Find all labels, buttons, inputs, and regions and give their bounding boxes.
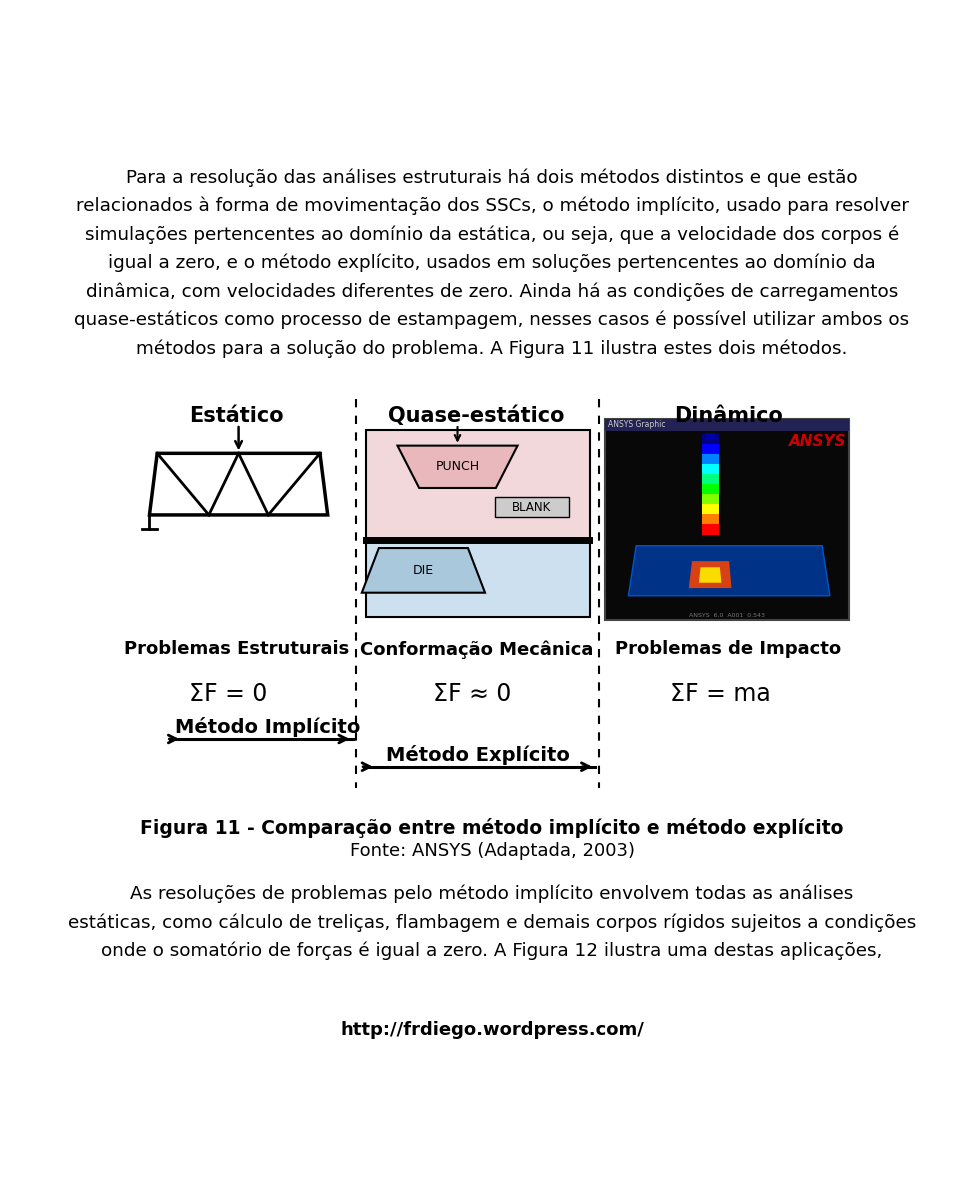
Bar	[702, 454, 719, 465]
Text: onde o somatório de forças é igual a zero. A Figura 12 ilustra uma destas aplica: onde o somatório de forças é igual a zer…	[102, 942, 882, 960]
Text: Método Explícito: Método Explícito	[386, 745, 570, 765]
Text: estáticas, como cálculo de treliças, flambagem e demais corpos rígidos sujeitos : estáticas, como cálculo de treliças, fla…	[68, 913, 916, 931]
Polygon shape	[689, 561, 732, 588]
Text: métodos para a solução do problema. A Figura 11 ilustra estes dois métodos.: métodos para a solução do problema. A Fi…	[136, 340, 848, 358]
Bar	[367, 430, 590, 539]
Text: Para a resolução das análises estruturais há dois métodos distintos e que estão: Para a resolução das análises estruturai…	[126, 169, 858, 187]
Bar	[702, 474, 719, 485]
Bar	[702, 525, 719, 534]
Text: Dinâmico: Dinâmico	[674, 406, 782, 426]
Text: ANSYS: ANSYS	[789, 434, 846, 449]
Text: http://frdiego.wordpress.com/: http://frdiego.wordpress.com/	[340, 1021, 644, 1039]
Polygon shape	[397, 446, 517, 488]
Bar	[495, 498, 568, 518]
Text: ΣF ≈ 0: ΣF ≈ 0	[433, 681, 512, 706]
Text: ANSYS  6.0  A001  0.543: ANSYS 6.0 A001 0.543	[689, 613, 765, 618]
Text: Figura 11 - Comparação entre método implícito e método explícito: Figura 11 - Comparação entre método impl…	[140, 817, 844, 837]
Text: ANSYS Graphic: ANSYS Graphic	[609, 421, 665, 429]
Bar	[702, 514, 719, 525]
Text: Estático: Estático	[189, 406, 283, 426]
Polygon shape	[699, 567, 721, 582]
Bar	[702, 505, 719, 514]
Text: Problemas de Impacto: Problemas de Impacto	[615, 640, 841, 658]
Text: ΣF = 0: ΣF = 0	[189, 681, 268, 706]
Text: As resoluções de problemas pelo método implícito envolvem todas as análises: As resoluções de problemas pelo método i…	[131, 884, 853, 903]
Bar	[702, 434, 719, 444]
Bar	[702, 465, 719, 474]
Text: ΣF = ma: ΣF = ma	[670, 681, 771, 706]
Text: Problemas Estruturais: Problemas Estruturais	[124, 640, 348, 658]
Text: Quase-estático: Quase-estático	[388, 406, 564, 426]
Text: quase-estáticos como processo de estampagem, nesses casos é possível utilizar am: quase-estáticos como processo de estampa…	[75, 311, 909, 329]
Text: igual a zero, e o método explícito, usados em soluções pertencentes ao domínio d: igual a zero, e o método explícito, usad…	[108, 253, 876, 272]
Text: Método Implícito: Método Implícito	[175, 718, 360, 737]
Polygon shape	[629, 546, 829, 595]
Text: Conformação Mecânica: Conformação Mecânica	[360, 640, 593, 659]
Polygon shape	[362, 548, 485, 593]
Text: BLANK: BLANK	[513, 501, 552, 514]
Bar	[702, 494, 719, 505]
Bar	[367, 541, 590, 618]
Text: relacionados à forma de movimentação dos SSCs, o método implícito, usado para re: relacionados à forma de movimentação dos…	[76, 197, 908, 216]
Bar	[702, 485, 719, 494]
Bar	[605, 419, 850, 432]
Bar	[702, 444, 719, 454]
Text: dinâmica, com velocidades diferentes de zero. Ainda há as condições de carregame: dinâmica, com velocidades diferentes de …	[85, 283, 899, 301]
Text: Fonte: ANSYS (Adaptada, 2003): Fonte: ANSYS (Adaptada, 2003)	[349, 842, 635, 861]
Bar	[605, 419, 850, 620]
Text: DIE: DIE	[413, 564, 434, 577]
Bar	[706, 433, 715, 439]
Text: PUNCH: PUNCH	[436, 460, 480, 473]
Text: simulações pertencentes ao domínio da estática, ou seja, que a velocidade dos co: simulações pertencentes ao domínio da es…	[84, 225, 900, 244]
